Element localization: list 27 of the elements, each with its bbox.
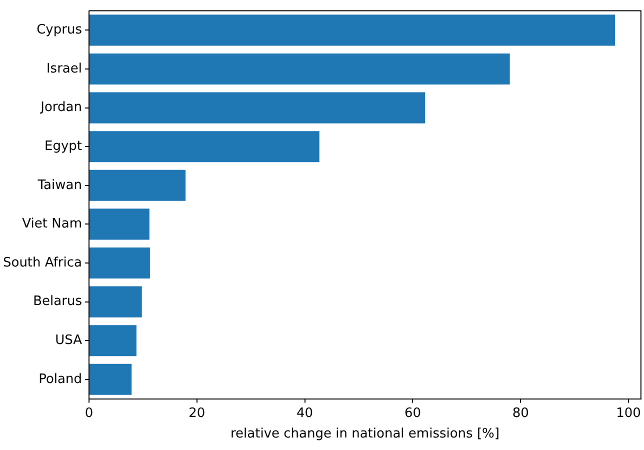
bar xyxy=(89,53,510,85)
x-tick-label: 60 xyxy=(404,406,421,421)
y-tick-label: USA xyxy=(55,332,82,348)
bar xyxy=(89,247,150,279)
bar xyxy=(89,364,132,395)
y-tick-label: Viet Nam xyxy=(22,216,82,232)
bar xyxy=(89,14,616,46)
x-tick-label: 40 xyxy=(296,406,314,421)
bar xyxy=(89,208,150,240)
y-tick-label: Egypt xyxy=(44,138,82,154)
y-tick-label: Israel xyxy=(46,61,82,76)
y-tick-label: Belarus xyxy=(33,294,82,310)
x-tick-label: 20 xyxy=(188,406,206,421)
bar xyxy=(89,325,136,356)
y-tick-label: Poland xyxy=(38,372,82,387)
x-tick-label: 80 xyxy=(512,406,529,421)
y-tick-label: South Africa xyxy=(2,255,82,270)
x-axis-title: relative change in national emissions [%] xyxy=(230,426,500,442)
bar xyxy=(89,286,142,318)
y-tick-label: Jordan xyxy=(40,100,82,116)
bar xyxy=(89,170,186,201)
y-tick-label: Cyprus xyxy=(36,22,82,38)
bar xyxy=(89,131,320,162)
y-tick-label: Taiwan xyxy=(36,178,82,193)
x-tick-label: 0 xyxy=(84,406,94,421)
bar xyxy=(89,92,426,124)
x-tick-label: 100 xyxy=(616,406,641,421)
